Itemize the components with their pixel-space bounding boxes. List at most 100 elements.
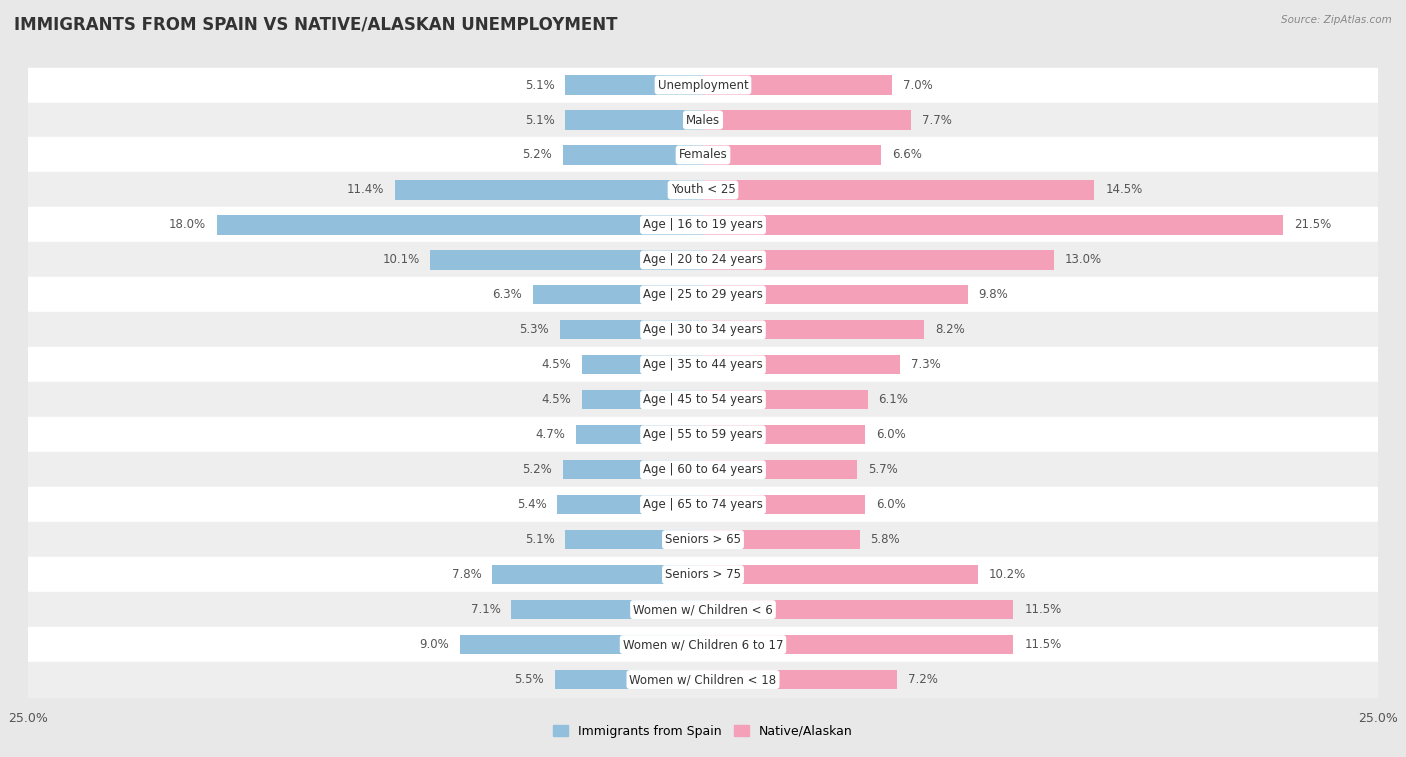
- Bar: [554, 670, 703, 689]
- Text: 21.5%: 21.5%: [1294, 219, 1331, 232]
- Text: IMMIGRANTS FROM SPAIN VS NATIVE/ALASKAN UNEMPLOYMENT: IMMIGRANTS FROM SPAIN VS NATIVE/ALASKAN …: [14, 15, 617, 33]
- Bar: [557, 495, 703, 514]
- Text: Age | 35 to 44 years: Age | 35 to 44 years: [643, 358, 763, 371]
- Bar: [703, 600, 1014, 619]
- Text: 9.0%: 9.0%: [419, 638, 450, 651]
- Text: 7.8%: 7.8%: [451, 568, 482, 581]
- Text: 11.4%: 11.4%: [347, 183, 384, 197]
- Bar: [703, 285, 967, 304]
- Text: Age | 20 to 24 years: Age | 20 to 24 years: [643, 254, 763, 266]
- Bar: [703, 215, 1284, 235]
- Bar: [703, 530, 859, 550]
- Bar: [0, 592, 1406, 627]
- Bar: [703, 565, 979, 584]
- Text: 5.1%: 5.1%: [524, 533, 554, 546]
- Bar: [703, 355, 900, 375]
- Bar: [0, 313, 1406, 347]
- Bar: [0, 173, 1406, 207]
- Bar: [0, 452, 1406, 488]
- Text: Age | 16 to 19 years: Age | 16 to 19 years: [643, 219, 763, 232]
- Text: 10.1%: 10.1%: [382, 254, 419, 266]
- Bar: [0, 138, 1406, 173]
- Text: 7.3%: 7.3%: [911, 358, 941, 371]
- Text: Age | 25 to 29 years: Age | 25 to 29 years: [643, 288, 763, 301]
- Text: 5.7%: 5.7%: [868, 463, 897, 476]
- Legend: Immigrants from Spain, Native/Alaskan: Immigrants from Spain, Native/Alaskan: [548, 720, 858, 743]
- Text: 5.5%: 5.5%: [515, 673, 544, 686]
- Text: 7.2%: 7.2%: [908, 673, 938, 686]
- Text: 6.0%: 6.0%: [876, 498, 905, 511]
- Bar: [0, 382, 1406, 417]
- Bar: [565, 76, 703, 95]
- Text: Females: Females: [679, 148, 727, 161]
- Text: Age | 60 to 64 years: Age | 60 to 64 years: [643, 463, 763, 476]
- Text: Youth < 25: Youth < 25: [671, 183, 735, 197]
- Text: 7.0%: 7.0%: [903, 79, 932, 92]
- Bar: [703, 635, 1014, 654]
- Text: 7.7%: 7.7%: [922, 114, 952, 126]
- Bar: [565, 530, 703, 550]
- Text: 4.7%: 4.7%: [536, 428, 565, 441]
- Text: 11.5%: 11.5%: [1024, 638, 1062, 651]
- Text: 5.4%: 5.4%: [516, 498, 547, 511]
- Bar: [703, 495, 865, 514]
- Bar: [0, 627, 1406, 662]
- Bar: [582, 355, 703, 375]
- Text: 4.5%: 4.5%: [541, 394, 571, 407]
- Bar: [703, 670, 897, 689]
- Bar: [703, 76, 891, 95]
- Text: 11.5%: 11.5%: [1024, 603, 1062, 616]
- Text: Women w/ Children < 6: Women w/ Children < 6: [633, 603, 773, 616]
- Bar: [703, 320, 924, 339]
- Bar: [582, 390, 703, 410]
- Bar: [430, 251, 703, 269]
- Bar: [0, 277, 1406, 313]
- Text: 10.2%: 10.2%: [990, 568, 1026, 581]
- Bar: [562, 460, 703, 479]
- Bar: [560, 320, 703, 339]
- Bar: [395, 180, 703, 200]
- Bar: [703, 111, 911, 129]
- Bar: [460, 635, 703, 654]
- Text: Women w/ Children < 18: Women w/ Children < 18: [630, 673, 776, 686]
- Bar: [0, 662, 1406, 697]
- Text: 4.5%: 4.5%: [541, 358, 571, 371]
- Bar: [703, 180, 1094, 200]
- Bar: [703, 425, 865, 444]
- Text: 6.0%: 6.0%: [876, 428, 905, 441]
- Text: Age | 30 to 34 years: Age | 30 to 34 years: [643, 323, 763, 336]
- Text: 5.1%: 5.1%: [524, 79, 554, 92]
- Bar: [0, 417, 1406, 452]
- Text: 5.1%: 5.1%: [524, 114, 554, 126]
- Bar: [492, 565, 703, 584]
- Bar: [0, 557, 1406, 592]
- Text: 5.8%: 5.8%: [870, 533, 900, 546]
- Text: Seniors > 75: Seniors > 75: [665, 568, 741, 581]
- Text: 6.3%: 6.3%: [492, 288, 522, 301]
- Text: 14.5%: 14.5%: [1105, 183, 1143, 197]
- Bar: [0, 522, 1406, 557]
- Text: 5.2%: 5.2%: [522, 148, 551, 161]
- Text: Age | 45 to 54 years: Age | 45 to 54 years: [643, 394, 763, 407]
- Text: 13.0%: 13.0%: [1064, 254, 1102, 266]
- Bar: [703, 390, 868, 410]
- Text: Source: ZipAtlas.com: Source: ZipAtlas.com: [1281, 15, 1392, 25]
- Bar: [0, 67, 1406, 102]
- Text: 5.2%: 5.2%: [522, 463, 551, 476]
- Text: 9.8%: 9.8%: [979, 288, 1008, 301]
- Bar: [576, 425, 703, 444]
- Text: Age | 65 to 74 years: Age | 65 to 74 years: [643, 498, 763, 511]
- Text: 6.1%: 6.1%: [879, 394, 908, 407]
- Bar: [0, 488, 1406, 522]
- Bar: [512, 600, 703, 619]
- Bar: [217, 215, 703, 235]
- Text: 18.0%: 18.0%: [169, 219, 207, 232]
- Text: Males: Males: [686, 114, 720, 126]
- Bar: [703, 251, 1054, 269]
- Text: Seniors > 65: Seniors > 65: [665, 533, 741, 546]
- Text: 6.6%: 6.6%: [891, 148, 922, 161]
- Bar: [0, 207, 1406, 242]
- Text: Unemployment: Unemployment: [658, 79, 748, 92]
- Text: 8.2%: 8.2%: [935, 323, 965, 336]
- Bar: [0, 102, 1406, 138]
